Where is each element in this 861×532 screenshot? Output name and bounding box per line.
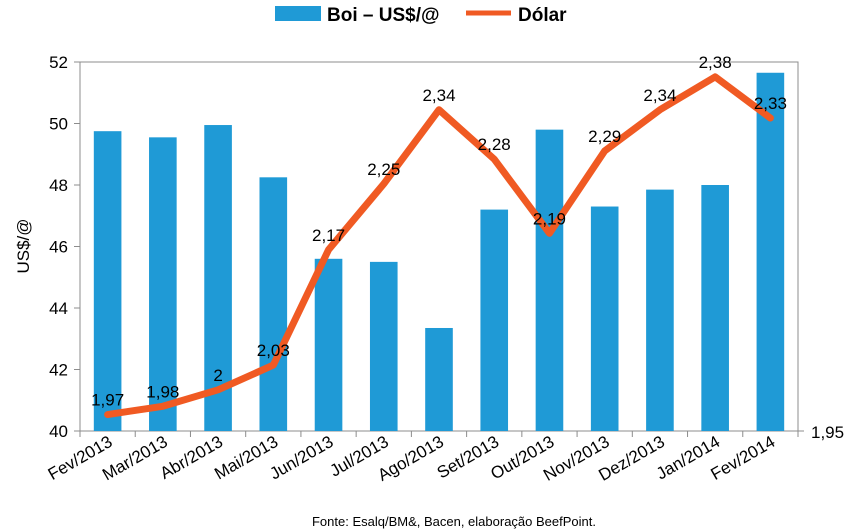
bar-boi — [535, 129, 564, 431]
bar-boi — [701, 185, 729, 431]
data-label-dolar: 2,29 — [588, 127, 621, 146]
bar-boi — [756, 72, 785, 431]
y-tick-label: 46 — [49, 238, 68, 257]
y-tick-label: 40 — [49, 422, 68, 441]
bar-boi — [425, 327, 453, 431]
y-tick-label: 50 — [49, 115, 68, 134]
y-tick-label: 42 — [49, 361, 68, 380]
bar-boi — [149, 137, 177, 431]
y-tick-label: 52 — [49, 53, 68, 72]
bar-boi — [369, 261, 398, 431]
legend-label-boi: Boi – US$/@ — [327, 5, 440, 26]
bar-boi — [646, 189, 674, 431]
bar-boi — [480, 209, 509, 431]
data-label-dolar: 2 — [213, 366, 222, 385]
data-label-dolar: 2,03 — [257, 341, 290, 360]
data-label-dolar: 2,34 — [422, 86, 455, 105]
legend-label-dolar: Dólar — [518, 5, 567, 26]
data-label-dolar: 2,38 — [699, 53, 732, 72]
x-tick-label: Jun/2013 — [266, 432, 336, 483]
bar-boi — [204, 125, 232, 431]
bar-boi — [93, 131, 122, 431]
plot-area: 404244464850521,95Fev/2013Mar/2013Abr/20… — [45, 53, 844, 485]
y-tick-label: 44 — [49, 299, 68, 318]
data-label-dolar: 2,25 — [367, 160, 400, 179]
data-label-dolar: 2,34 — [643, 86, 676, 105]
bar-boi — [314, 258, 343, 431]
data-label-dolar: 1,98 — [146, 382, 179, 401]
data-label-dolar: 1,97 — [91, 391, 124, 410]
line-dolar — [104, 73, 774, 419]
y-tick-label: 48 — [49, 176, 68, 195]
y2-tick-label: 1,95 — [811, 423, 844, 442]
bar-boi — [259, 177, 288, 431]
bar-boi — [590, 206, 619, 431]
legend: Boi – US$/@ Dólar — [275, 5, 567, 26]
y-axis-label: US$/@ — [14, 218, 33, 273]
data-label-dolar: 2,28 — [478, 135, 511, 154]
data-label-dolar: 2,19 — [533, 209, 566, 228]
legend-swatch-boi — [275, 6, 321, 21]
data-label-dolar: 2,33 — [754, 94, 787, 113]
source-note: Fonte: Esalq/BM&, Bacen, elaboração Beef… — [312, 514, 596, 529]
data-label-dolar: 2,17 — [312, 226, 345, 245]
